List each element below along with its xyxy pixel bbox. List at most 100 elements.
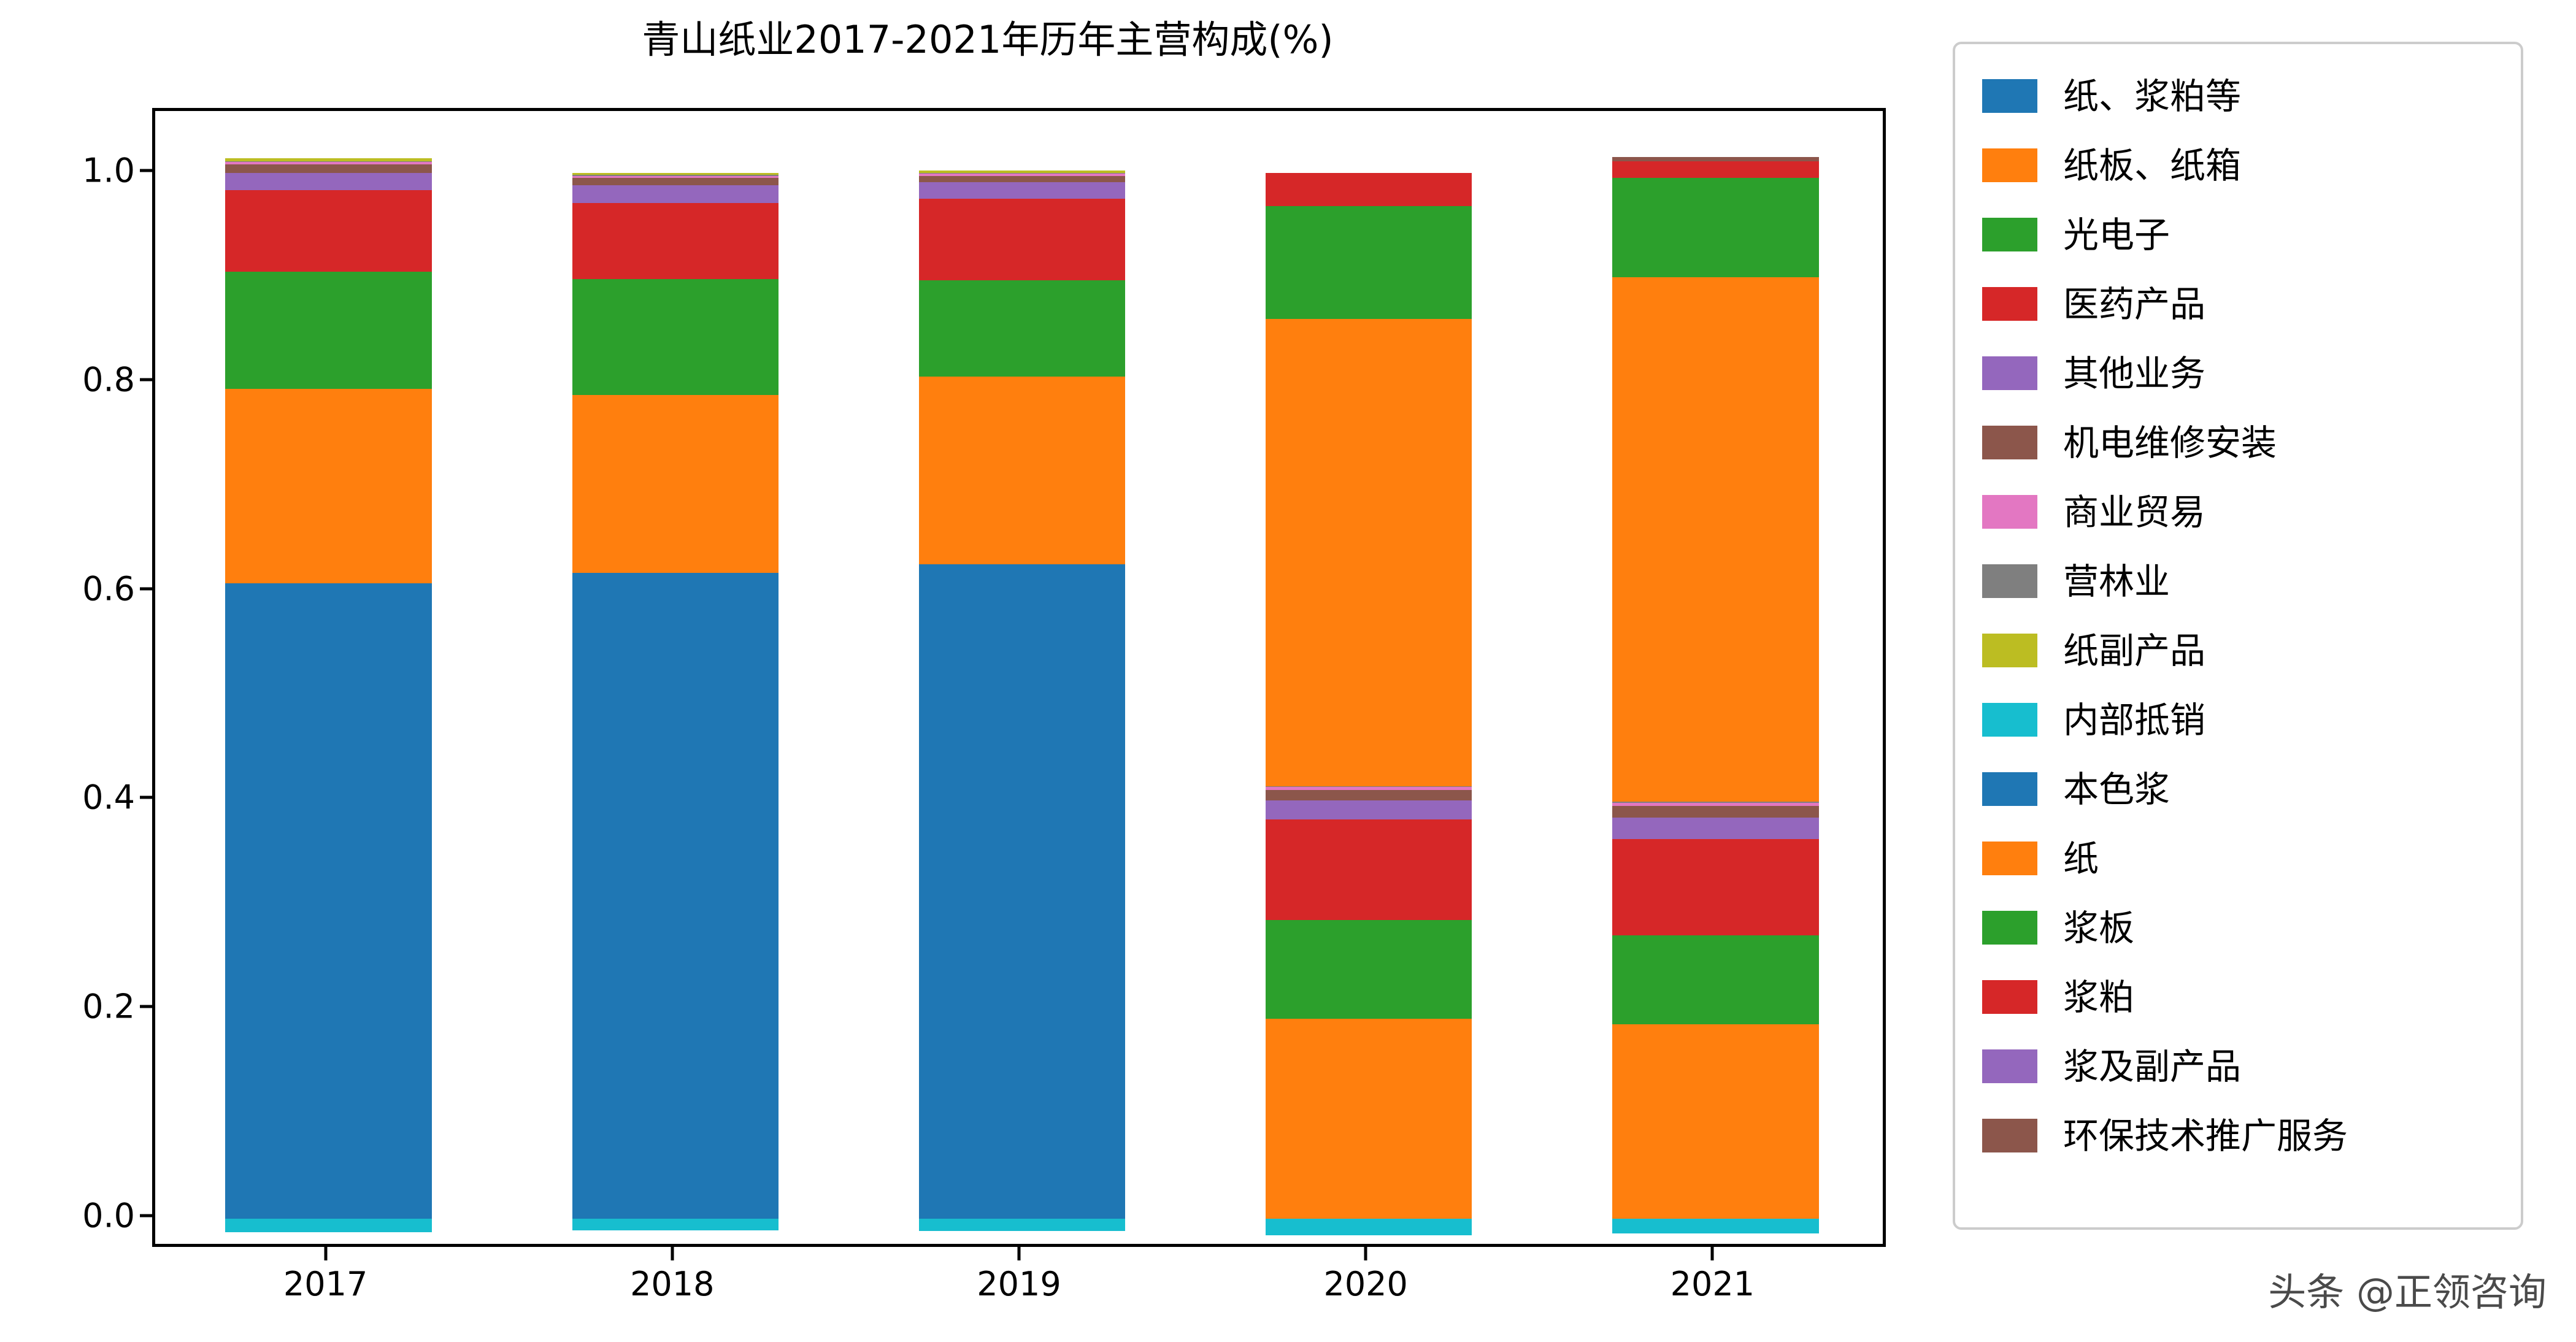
bar-group[interactable] xyxy=(572,111,779,1244)
bar-segment[interactable] xyxy=(918,171,1126,173)
legend-item-label: 其他业务 xyxy=(2063,352,2206,394)
bar-segment[interactable] xyxy=(1266,790,1472,801)
bar-segment[interactable] xyxy=(918,174,1126,176)
bar-segment[interactable] xyxy=(572,279,779,396)
bar-group[interactable] xyxy=(1266,111,1472,1244)
bar-segment[interactable] xyxy=(572,172,779,175)
bar-segment[interactable] xyxy=(1612,1024,1819,1219)
bar-segment[interactable] xyxy=(1266,172,1472,207)
legend-swatch-icon xyxy=(1982,564,2037,598)
bar-segment[interactable] xyxy=(225,162,432,164)
chart-legend: 纸、浆粕等纸板、纸箱光电子医药产品其他业务机电维修安装 商业贸易营林业 纸副产品内部… xyxy=(1953,42,2523,1230)
plot-area xyxy=(152,108,1886,1247)
bar-segment[interactable] xyxy=(225,583,432,1219)
bar-segment[interactable] xyxy=(225,190,432,272)
bar-segment[interactable] xyxy=(918,1218,1126,1232)
legend-swatch-icon xyxy=(1982,772,2037,806)
y-tick-label: 0.6 xyxy=(82,569,135,608)
legend-item-label: 浆粕 xyxy=(2063,976,2135,1018)
bar-segment[interactable] xyxy=(918,564,1126,1219)
bar-segment[interactable] xyxy=(918,175,1126,182)
legend-swatch-icon xyxy=(1982,634,2037,667)
bar-segment[interactable] xyxy=(918,182,1126,199)
bar-group[interactable] xyxy=(918,111,1126,1244)
bar-segment[interactable] xyxy=(1612,802,1819,806)
legend-item[interactable]: 营林业 xyxy=(1955,546,2521,616)
bar-segment[interactable] xyxy=(572,573,779,1219)
legend-item-label: 机电维修安装 xyxy=(2063,421,2277,464)
bar-segment[interactable] xyxy=(1612,161,1819,178)
watermark-text: 头条 @正领咨询 xyxy=(2268,1270,2547,1314)
legend-item[interactable]: 浆板 xyxy=(1955,893,2521,962)
legend-item[interactable]: 浆及副产品 xyxy=(1955,1032,2521,1101)
legend-item-label: 浆板 xyxy=(2063,907,2135,949)
bar-segment[interactable] xyxy=(1266,787,1472,791)
bar-segment[interactable] xyxy=(572,174,779,176)
bar-segment[interactable] xyxy=(1266,319,1472,786)
bar-segment[interactable] xyxy=(1266,1218,1472,1236)
legend-item-label: 商业贸易 xyxy=(2063,491,2206,533)
bar-segment[interactable] xyxy=(918,376,1126,565)
y-tick-label: 0.0 xyxy=(82,1196,135,1235)
bar-segment[interactable] xyxy=(1266,800,1472,820)
legend-item[interactable]: 内部抵销 xyxy=(1955,685,2521,754)
legend-item[interactable]: 纸副产品 xyxy=(1955,616,2521,685)
legend-item[interactable]: 本色浆 xyxy=(1955,754,2521,824)
bar-segment[interactable] xyxy=(1612,1218,1819,1233)
bar-segment[interactable] xyxy=(1266,819,1472,920)
legend-swatch-icon xyxy=(1982,218,2037,251)
bar-segment[interactable] xyxy=(572,178,779,185)
legend-item[interactable]: 商业贸易 xyxy=(1955,477,2521,546)
legend-item-label: 纸板、纸箱 xyxy=(2063,144,2242,186)
bar-segment[interactable] xyxy=(572,185,779,203)
bar-segment[interactable] xyxy=(1612,277,1819,802)
bar-segment[interactable] xyxy=(225,164,432,173)
bar-segment[interactable] xyxy=(225,161,432,163)
legend-item[interactable]: 环保技术推广服务 xyxy=(1955,1101,2521,1170)
bar-segment[interactable] xyxy=(1266,206,1472,320)
bar-segment[interactable] xyxy=(918,172,1126,174)
y-tick-mark xyxy=(140,587,152,591)
y-tick-mark xyxy=(140,1214,152,1217)
bar-segment[interactable] xyxy=(225,172,432,191)
legend-item[interactable]: 其他业务 xyxy=(1955,339,2521,408)
bar-segment[interactable] xyxy=(1266,786,1472,788)
bar-segment[interactable] xyxy=(572,202,779,280)
bar-segment[interactable] xyxy=(1612,839,1819,936)
legend-item[interactable]: 机电维修安装 xyxy=(1955,408,2521,477)
legend-swatch-icon xyxy=(1982,1049,2037,1083)
bar-segment[interactable] xyxy=(225,272,432,389)
page-title: 青山纸业2017-2021年历年主营构成(%) xyxy=(642,17,1334,62)
bar-segment[interactable] xyxy=(1612,935,1819,1024)
legend-item[interactable]: 纸、浆粕等 xyxy=(1955,61,2521,131)
legend-item-label: 光电子 xyxy=(2063,213,2170,256)
bar-group[interactable] xyxy=(225,111,432,1244)
bar-segment[interactable] xyxy=(1266,919,1472,1019)
legend-item[interactable]: 纸 xyxy=(1955,824,2521,893)
legend-item-label: 内部抵销 xyxy=(2063,699,2206,741)
bar-segment[interactable] xyxy=(1612,178,1819,277)
legend-item[interactable]: 纸板、纸箱 xyxy=(1955,131,2521,200)
bar-segment[interactable] xyxy=(1612,802,1819,803)
bar-segment[interactable] xyxy=(572,175,779,178)
bar-segment[interactable] xyxy=(918,199,1126,280)
legend-item[interactable]: 光电子 xyxy=(1955,200,2521,269)
stacked-bars-layer xyxy=(155,111,1883,1244)
bar-segment[interactable] xyxy=(225,1218,432,1233)
bar-segment[interactable] xyxy=(572,395,779,573)
bar-segment[interactable] xyxy=(572,1218,779,1230)
y-tick-label: 1.0 xyxy=(82,151,135,190)
x-tick-label: 2018 xyxy=(630,1265,715,1303)
bar-segment[interactable] xyxy=(225,389,432,584)
bar-segment[interactable] xyxy=(1612,805,1819,818)
bar-segment[interactable] xyxy=(1612,817,1819,840)
legend-item-label: 环保技术推广服务 xyxy=(2063,1114,2348,1157)
legend-item[interactable]: 浆粕 xyxy=(1955,962,2521,1032)
legend-item[interactable]: 医药产品 xyxy=(1955,269,2521,339)
bar-segment[interactable] xyxy=(1266,1019,1472,1219)
legend-item-label: 医药产品 xyxy=(2063,283,2206,325)
bar-segment[interactable] xyxy=(918,280,1126,377)
bar-segment[interactable] xyxy=(225,158,432,161)
bar-group[interactable] xyxy=(1612,111,1819,1244)
bar-segment[interactable] xyxy=(1612,156,1819,161)
